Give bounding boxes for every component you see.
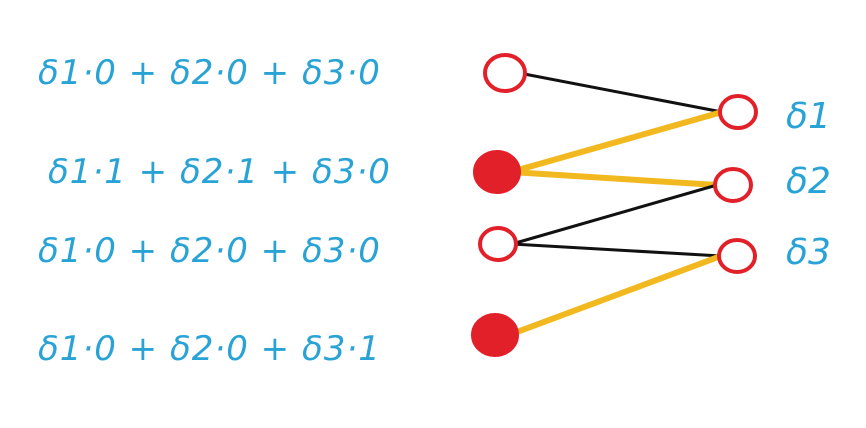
equation-row-3: δ1·0 + δ2·0 + δ3·0: [38, 231, 381, 271]
output-nodes-group: [713, 94, 758, 274]
edge-3-to-3: [510, 242, 723, 258]
output-label-3: δ3: [786, 232, 831, 273]
output-node-3: [717, 238, 757, 274]
equation-row-2: δ1·1 + δ2·1 + δ3·0: [48, 152, 391, 192]
equation-row-1: δ1·0 + δ2·0 + δ3·0: [38, 53, 381, 93]
edge-1-to-1: [517, 71, 724, 114]
edges-group: [506, 71, 725, 338]
output-label-2: δ2: [786, 161, 831, 202]
output-node-1: [718, 94, 758, 130]
input-node-4: [471, 313, 519, 357]
input-nodes-group: [471, 53, 527, 357]
output-node-2: [713, 167, 753, 203]
input-node-1: [483, 53, 527, 93]
equation-row-4: δ1·0 + δ2·0 + δ3·1: [38, 329, 381, 369]
edge-2-to-2: [508, 169, 720, 188]
edge-4-to-3: [506, 253, 724, 338]
edge-3-to-2: [510, 183, 719, 246]
output-label-1: δ1: [786, 96, 831, 137]
input-node-3: [478, 226, 518, 262]
edge-2-to-1: [508, 109, 725, 175]
input-node-2: [473, 150, 521, 194]
